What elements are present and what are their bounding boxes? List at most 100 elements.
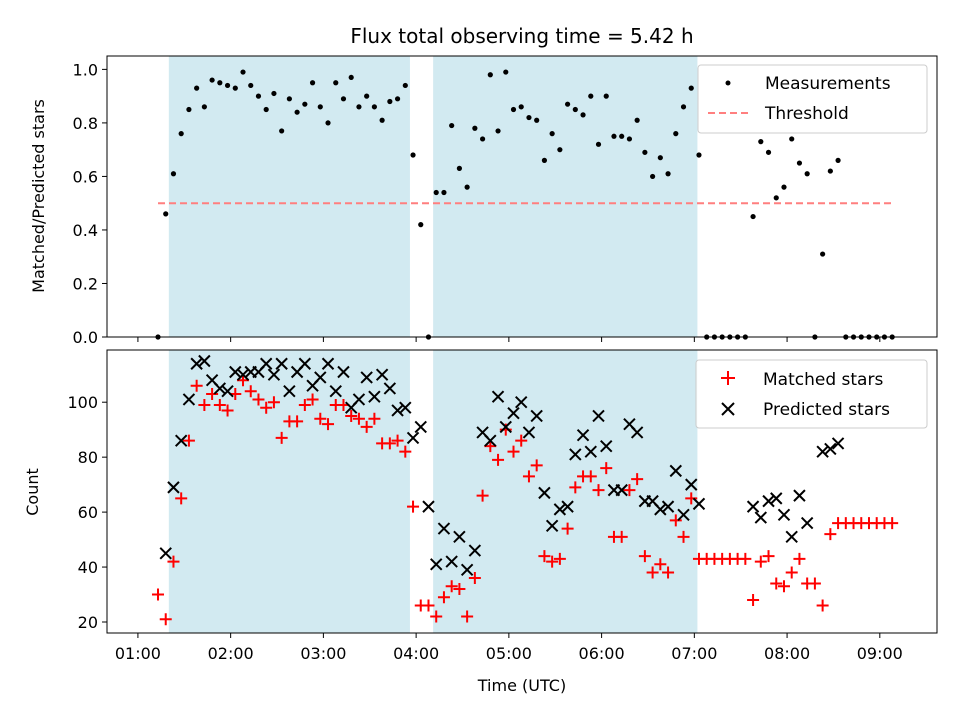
predicted-star-marker xyxy=(275,357,288,370)
matched-star-marker xyxy=(638,550,651,563)
predicted-star-marker xyxy=(538,486,551,500)
matched-star-marker xyxy=(167,555,180,568)
measurement-point xyxy=(642,149,648,155)
predicted-star-marker xyxy=(460,563,474,577)
matched-star-marker xyxy=(453,583,466,596)
measurement-point xyxy=(781,184,787,190)
predicted-star-marker xyxy=(352,393,366,406)
measurement-point xyxy=(680,104,687,110)
measurement-point xyxy=(479,136,486,142)
predicted-star-marker xyxy=(468,544,482,557)
matched-star-marker xyxy=(646,566,659,579)
matched-star-marker xyxy=(275,431,288,444)
predicted-star-marker xyxy=(754,511,768,524)
measurement-point xyxy=(456,165,463,171)
legend-predicted-label: Predicted stars xyxy=(763,400,890,420)
matched-star-marker xyxy=(553,552,566,565)
measurement-point xyxy=(564,101,571,107)
bottom-x-ticks: 01:00 02:00 03:00 04:00 05:00 06:00 07:00 08:00… xyxy=(115,633,903,663)
matched-star-marker xyxy=(662,566,675,579)
predicted-star-marker xyxy=(569,448,582,461)
matched-star-marker xyxy=(422,599,435,612)
matched-star-marker xyxy=(399,445,412,458)
measurement-point xyxy=(224,82,231,89)
measurement-point xyxy=(518,104,524,110)
measurement-point xyxy=(364,93,370,99)
predicted-star-marker xyxy=(816,445,829,458)
measurement-point xyxy=(510,106,517,113)
matched-star-marker xyxy=(314,412,327,425)
matched-star-marker xyxy=(770,577,783,590)
measurement-point xyxy=(201,104,207,110)
measurement-point xyxy=(796,160,803,166)
measurement-point xyxy=(758,139,764,145)
measurement-point xyxy=(789,136,795,142)
predicted-star-marker xyxy=(785,530,798,544)
x-tick-label: 01:00 xyxy=(115,644,161,663)
measurement-point xyxy=(650,173,656,180)
measurement-point xyxy=(433,189,439,196)
matched-star-marker xyxy=(252,393,265,406)
measurement-point xyxy=(626,136,633,142)
legend-threshold-label: Threshold xyxy=(764,104,849,124)
predicted-star-marker xyxy=(368,390,381,403)
measurement-point xyxy=(820,251,826,257)
predicted-star-marker xyxy=(654,503,667,516)
top-legend-box xyxy=(697,64,928,134)
matched-star-marker xyxy=(291,415,304,428)
y-tick-label: 60 xyxy=(78,503,98,522)
x-tick-label: 09:00 xyxy=(857,644,903,663)
matched-star-marker xyxy=(886,517,899,530)
measurement-point xyxy=(333,80,339,86)
y-tick-label: 40 xyxy=(78,558,98,577)
legend-predicted-marker xyxy=(721,402,735,416)
matched-star-marker xyxy=(352,412,365,425)
matched-star-marker xyxy=(159,613,172,626)
predicted-star-marker xyxy=(561,500,574,513)
top-shaded-ranges xyxy=(168,56,698,337)
predicted-star-marker xyxy=(383,382,397,395)
predicted-star-marker xyxy=(399,401,412,414)
measurement-point xyxy=(580,112,586,118)
matched-star-marker xyxy=(561,522,574,535)
measurement-point xyxy=(541,157,548,163)
matched-star-marker xyxy=(824,528,837,541)
measurement-point xyxy=(464,184,470,190)
predicted-star-markers xyxy=(159,354,845,577)
bottom-axes-frame xyxy=(106,349,938,634)
measurement-point xyxy=(804,171,810,177)
matched-star-marker xyxy=(754,555,767,568)
predicted-star-marker xyxy=(159,547,172,560)
y-tick-label: 20 xyxy=(78,613,98,632)
x-tick-label: 07:00 xyxy=(671,644,717,663)
measurement-point xyxy=(688,85,694,91)
measurement-point xyxy=(387,98,393,105)
measurement-point xyxy=(255,93,262,99)
predicted-star-marker xyxy=(777,508,791,522)
predicted-star-marker xyxy=(576,428,590,442)
predicted-star-marker xyxy=(630,426,644,439)
matched-star-marker xyxy=(677,530,690,543)
predicted-star-marker xyxy=(174,434,188,447)
predicted-star-marker xyxy=(298,357,312,370)
matched-star-marker xyxy=(777,580,790,593)
top-legend: Measurements Threshold xyxy=(697,64,928,134)
predicted-star-marker xyxy=(337,365,350,379)
predicted-star-marker xyxy=(406,431,420,445)
legend-matched-label: Matched stars xyxy=(763,370,883,390)
measurement-point xyxy=(665,171,671,177)
measurement-point xyxy=(449,122,455,129)
bottom-shaded-ranges xyxy=(168,350,698,633)
measurement-point xyxy=(827,168,833,174)
matched-star-marker xyxy=(368,412,381,425)
predicted-star-marker xyxy=(221,385,234,398)
predicted-star-marker xyxy=(422,500,435,513)
predicted-star-marker xyxy=(484,434,497,447)
measurement-point xyxy=(294,109,300,115)
measurement-point xyxy=(503,69,509,75)
shaded-range xyxy=(433,56,698,337)
predicted-star-marker xyxy=(314,371,327,384)
measurement-point xyxy=(619,133,625,139)
measurement-point xyxy=(232,85,238,91)
matched-star-marker xyxy=(206,387,219,400)
